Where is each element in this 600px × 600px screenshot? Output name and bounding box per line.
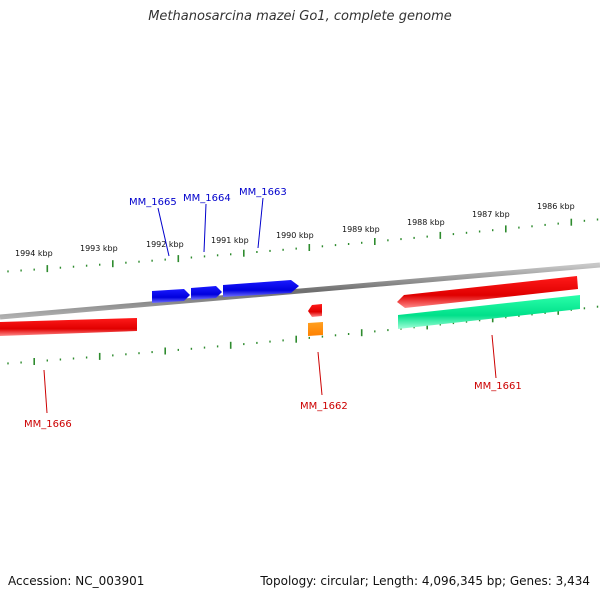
connector-mm-1661	[491, 334, 497, 379]
connector-mm-1665	[157, 207, 170, 257]
gene-arrow-mm-1665[interactable]	[152, 289, 190, 303]
gene-label-mm-1665[interactable]: MM_1665	[129, 197, 177, 208]
connector-mm-1662	[317, 351, 323, 396]
kbp-label: 1994 kbp	[15, 249, 53, 258]
gene-label-mm-1662[interactable]: MM_1662	[300, 401, 348, 412]
connector-mm-1664	[203, 203, 207, 253]
tick-row-inner	[7, 305, 599, 365]
gene-arrow-mm-1661[interactable]	[397, 276, 578, 308]
kbp-label: 1992 kbp	[146, 240, 184, 249]
kbp-label: 1989 kbp	[342, 225, 380, 234]
kbp-labels: 1994 kbp 1993 kbp 1992 kbp 1991 kbp 1990…	[15, 202, 575, 258]
gene-label-mm-1666[interactable]: MM_1666	[24, 419, 72, 430]
tick-row-outer	[7, 218, 599, 273]
connector-mm-1663	[257, 197, 264, 249]
gene-arrow-mm-1662[interactable]	[308, 304, 322, 317]
genome-backbone	[0, 262, 600, 320]
kbp-label: 1988 kbp	[407, 218, 445, 227]
kbp-label: 1993 kbp	[80, 244, 118, 253]
reverse-genes	[0, 276, 580, 336]
kbp-label: 1991 kbp	[211, 236, 249, 245]
kbp-label: 1987 kbp	[472, 210, 510, 219]
gene-labels: MM_1665 MM_1664 MM_1663 MM_1666 MM_1662 …	[24, 187, 522, 430]
label-connectors	[43, 197, 497, 414]
connector-mm-1666	[43, 369, 48, 414]
genome-summary-text: Topology: circular; Length: 4,096,345 bp…	[260, 574, 590, 588]
gene-label-mm-1661[interactable]: MM_1661	[474, 381, 522, 392]
gene-label-mm-1663[interactable]: MM_1663	[239, 187, 287, 198]
gene-feature-mm-1662-orange[interactable]	[308, 322, 323, 336]
kbp-label: 1986 kbp	[537, 202, 575, 211]
gene-arrow-mm-1663[interactable]	[223, 280, 299, 297]
accession-text: Accession: NC_003901	[8, 574, 145, 588]
forward-genes	[152, 280, 299, 303]
gene-arrow-mm-1664[interactable]	[191, 286, 222, 300]
gene-bar-mm-1661-track2[interactable]	[398, 295, 580, 329]
map-title: Methanosarcina mazei Go1, complete genom…	[148, 9, 452, 24]
gene-bar-mm-1666[interactable]	[0, 318, 137, 336]
gene-label-mm-1664[interactable]: MM_1664	[183, 193, 231, 204]
kbp-label: 1990 kbp	[276, 231, 314, 240]
